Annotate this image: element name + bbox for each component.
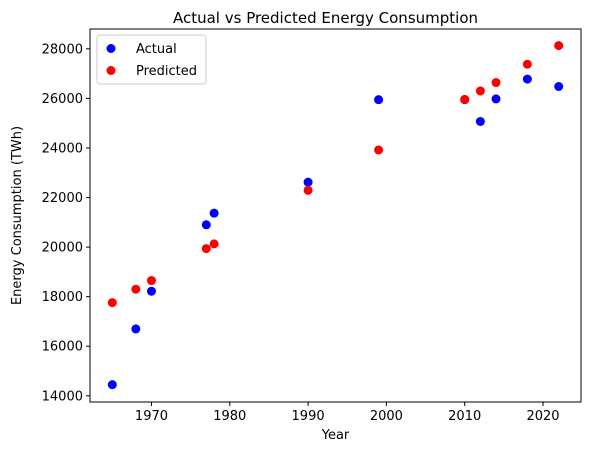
point-predicted: [131, 284, 141, 294]
x-tick-label: 2000: [370, 409, 403, 424]
legend-frame: [96, 34, 207, 85]
point-actual: [522, 74, 532, 84]
point-actual: [491, 94, 501, 104]
point-actual: [201, 220, 211, 230]
point-predicted: [374, 145, 384, 155]
y-tick-label: 26000: [42, 92, 83, 107]
legend-label-actual: Actual: [136, 42, 177, 57]
point-actual: [146, 286, 156, 296]
point-predicted: [201, 244, 211, 254]
point-predicted: [303, 185, 313, 195]
point-actual: [475, 116, 485, 126]
point-actual: [107, 380, 117, 390]
y-tick-label: 24000: [42, 141, 83, 156]
plot-area: 1970 1980 1990 2000 2010 2020 14000 16000 18000…: [42, 28, 582, 424]
x-tick-label: 2010: [448, 409, 481, 424]
y-tick-label: 18000: [42, 290, 83, 305]
legend-marker-actual: [106, 44, 116, 53]
y-tick-label: 22000: [42, 191, 83, 206]
y-axis-label: Energy Consumption (TWh): [10, 126, 25, 305]
legend: Actual Predicted: [96, 34, 207, 85]
x-axis-label: Year: [321, 428, 350, 443]
legend-marker-predicted: [106, 66, 116, 75]
data-points: [107, 41, 564, 390]
point-predicted: [475, 86, 485, 96]
y-tick-label: 20000: [42, 241, 83, 256]
x-tick-label: 2020: [526, 409, 559, 424]
point-predicted: [146, 276, 156, 286]
point-actual: [303, 177, 313, 187]
point-predicted: [460, 94, 470, 104]
y-axis: 14000 16000 18000 20000 22000 24000 26000 28000: [42, 42, 90, 404]
x-tick-label: 1980: [213, 409, 246, 424]
legend-label-predicted: Predicted: [136, 64, 197, 79]
point-predicted: [107, 298, 117, 308]
series-predicted: [107, 41, 564, 308]
point-predicted: [209, 239, 219, 249]
x-axis: 1970 1980 1990 2000 2010 2020: [135, 402, 560, 424]
y-tick-label: 28000: [42, 42, 83, 57]
plot-frame: [89, 28, 582, 403]
point-predicted: [554, 41, 564, 51]
point-predicted: [491, 78, 501, 88]
point-predicted: [522, 59, 532, 69]
point-actual: [131, 324, 141, 334]
x-tick-label: 1990: [292, 409, 325, 424]
point-actual: [554, 81, 564, 91]
point-actual: [374, 95, 384, 105]
y-tick-label: 16000: [42, 340, 83, 355]
chart-title: Actual vs Predicted Energy Consumption: [173, 9, 478, 27]
y-tick-label: 14000: [42, 389, 83, 404]
x-tick-label: 1970: [135, 409, 168, 424]
point-actual: [209, 208, 219, 218]
